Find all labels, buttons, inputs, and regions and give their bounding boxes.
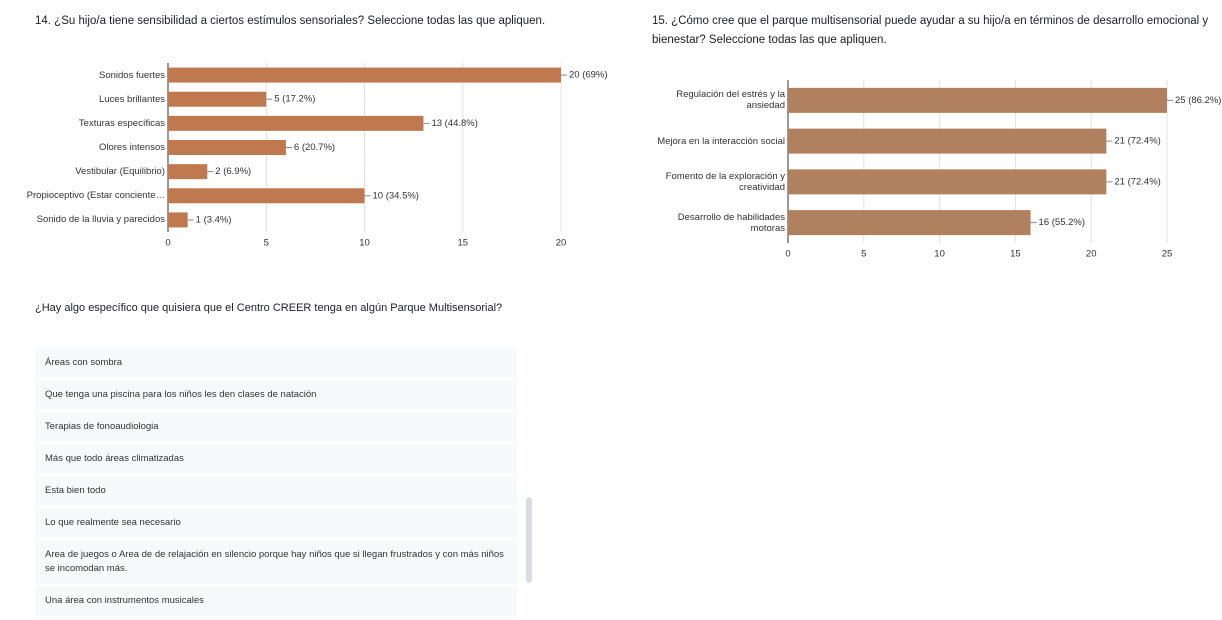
- response-item: Áreas con sombra: [35, 348, 517, 378]
- category-label: Vestibular (Equilibrio): [75, 166, 165, 178]
- x-tick-label: 0: [785, 249, 790, 260]
- x-tick-label: 10: [934, 249, 945, 260]
- response-list: Áreas con sombra Que tenga una piscina pa…: [35, 348, 517, 620]
- x-tick-label: 15: [457, 238, 468, 249]
- bar: [168, 212, 188, 228]
- x-tick-label: 0: [165, 238, 170, 249]
- value-label: 13 (44.8%): [431, 118, 477, 129]
- category-label: Olores intensos: [98, 141, 165, 153]
- value-label: 21 (72.4%): [1114, 136, 1160, 147]
- value-label: 25 (86.2%): [1175, 95, 1221, 106]
- response-item: Lo que realmente sea necesario: [35, 508, 517, 538]
- x-tick-label: 15: [1010, 249, 1021, 260]
- category-label: Desarrollo de habilidades motoras: [677, 211, 785, 234]
- category-label: Texturas específicas: [78, 117, 165, 129]
- bar: [168, 188, 365, 204]
- x-tick-label: 20: [556, 238, 567, 249]
- value-label: 20 (69%): [569, 70, 608, 81]
- value-label: 10 (34.5%): [373, 190, 419, 201]
- bar: [788, 87, 1167, 113]
- value-label: 2 (6.9%): [215, 166, 251, 177]
- response-item: Que tenga una piscina para los niños les…: [35, 380, 517, 410]
- category-label: Propioceptivo (Estar conciente…: [26, 190, 165, 202]
- category-label: Mejora en la interacción social: [657, 135, 785, 147]
- response-item: Más que todo áreas climatizadas: [35, 444, 517, 474]
- category-label: Fomento de la exploración y creatividad: [665, 170, 785, 193]
- bar: [788, 169, 1107, 195]
- bar: [168, 140, 286, 155]
- bar: [788, 128, 1107, 154]
- value-label: 16 (55.2%): [1039, 217, 1085, 228]
- question: ¿Hay algo específico que quisiera que el…: [35, 302, 503, 314]
- bar: [788, 210, 1031, 236]
- response-item: Áreas para poder trabajar padre/ hijo la…: [35, 618, 517, 620]
- category-label: Regulación del estrés y la ansiedad: [676, 89, 785, 112]
- response-item: Una área con instrumentos musicales: [35, 586, 517, 616]
- bar: [168, 91, 267, 107]
- bar: [168, 115, 424, 131]
- value-label: 5 (17.2%): [274, 94, 315, 105]
- x-tick-label: 5: [861, 249, 866, 260]
- x-tick-label: 10: [359, 238, 370, 249]
- response-item: Terapias de fonoaudiologia: [35, 412, 517, 442]
- value-label: 1 (3.4%): [196, 214, 232, 225]
- bar: [168, 67, 561, 83]
- response-item: Esta bien todo: [35, 476, 517, 506]
- chart-title: 15. ¿Cómo cree que el parque multisensor…: [652, 15, 1209, 46]
- x-tick-label: 20: [1086, 249, 1097, 260]
- response-item: Area de juegos o Area de de relajación e…: [35, 540, 517, 584]
- x-tick-label: 25: [1162, 249, 1173, 260]
- x-tick-label: 5: [264, 238, 269, 249]
- value-label: 6 (20.7%): [294, 142, 335, 153]
- category-label: Sonido de la lluvia y parecidos: [36, 214, 165, 226]
- chart-title: 14. ¿Su hijo/a tiene sensibilidad a cier…: [35, 15, 546, 27]
- category-label: Luces brillantes: [98, 93, 165, 105]
- scrollbar[interactable]: [526, 497, 532, 583]
- category-label: Sonidos fuertes: [98, 69, 165, 81]
- bar: [168, 164, 208, 180]
- value-label: 21 (72.4%): [1114, 176, 1160, 187]
